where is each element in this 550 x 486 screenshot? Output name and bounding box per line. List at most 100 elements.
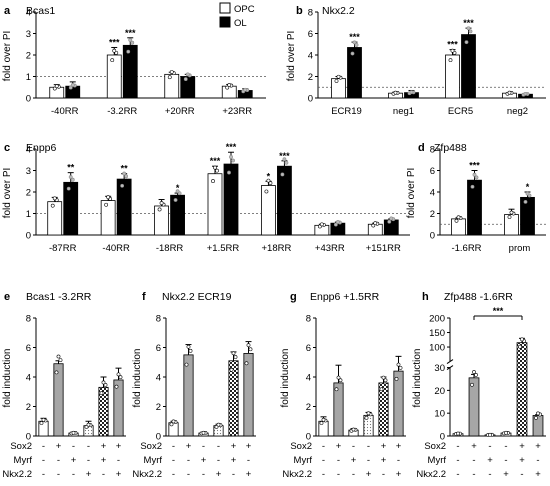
y-tick-label: 0 [26,231,31,242]
data-point [213,165,217,170]
data-point [246,343,251,348]
category-label: -1.6RR [451,243,481,254]
condition-sign: + [186,441,192,452]
data-point [216,422,221,427]
condition-label: Myrf [144,455,163,466]
condition-sign: + [471,441,477,452]
data-point [470,184,475,189]
category-label: -87RR [49,243,77,254]
category-label: +1.5RR [207,243,240,254]
y-tick-label: 8 [308,8,313,19]
significance-marker: *** [349,32,360,42]
data-point [41,417,46,422]
bar [468,377,480,437]
y-axis-label: fold induction [2,349,13,408]
category-label: +151RR [366,243,401,254]
data-point [243,87,248,92]
data-point [364,415,369,420]
significance-marker: *** [210,156,221,166]
significance-marker: ** [121,164,129,174]
panel-letter: c [4,142,10,154]
data-point [450,48,455,53]
category-label: -40RR [102,243,130,254]
condition-sign: + [336,441,342,452]
legend-label-ol: OL [234,18,247,29]
condition-label: Nkx2.2 [282,469,312,480]
axis-break-mark [446,359,454,364]
panel-letter: a [4,5,11,17]
panel-b: b Nkx2.2 fold over PI 0 2 4 6 8 ECR19 *** neg1 ECR5… [286,5,546,117]
category-label: ECR5 [448,106,473,117]
data-point [211,179,215,183]
data-point [124,174,129,179]
condition-sign: - [187,455,190,466]
y-tick-label: 10 [434,409,445,420]
data-point [188,348,193,353]
bar [516,342,528,437]
y-tick-label: 2 [26,402,31,413]
y-tick-label: 2 [26,188,31,199]
condition-sign: + [396,469,402,480]
bar-opc [106,54,122,99]
category-label: -3.2RR [107,106,137,117]
legend-swatch-opc [219,2,231,14]
data-point [456,431,460,436]
data-point [338,378,343,383]
bar [53,363,64,437]
condition-sign: - [172,441,175,452]
data-point [383,378,388,383]
data-point [68,85,73,90]
condition-label: Nkx2.2 [416,469,446,480]
condition-sign: + [396,441,402,452]
bar-ol [277,165,292,236]
y-tick-label: 6 [308,29,313,40]
panel-letter: f [142,291,146,303]
condition-sign: - [367,455,370,466]
bar-ol [122,44,138,99]
condition-sign: - [520,469,523,480]
y-tick-label: 4 [26,145,31,156]
bar-opc [261,185,276,236]
significance-marker: *** [109,37,120,47]
y-tick-label: 4 [156,373,161,384]
bar-ol [383,219,399,236]
bar-opc [47,201,63,236]
significance-marker: * [526,182,530,192]
y-tick-label: 2 [430,209,435,220]
bar-opc [367,223,383,236]
y-tick-label: 3 [26,166,31,177]
condition-sign: + [231,441,237,452]
y-tick-label: 2 [156,402,161,413]
data-point [470,382,474,387]
significance-marker: * [267,171,271,181]
data-point [50,203,55,208]
condition-sign: + [381,455,387,466]
data-point [116,372,121,377]
bar-ol [63,181,79,236]
data-point [130,40,135,45]
data-point [381,375,386,380]
data-point [103,382,108,387]
panel-title: Enpp6 [26,142,57,154]
condition-sign: - [42,455,45,466]
bar-ol [330,222,346,236]
y-axis-label: fold induction [280,349,291,408]
bar [333,382,344,437]
condition-sign: - [322,469,325,480]
significance-marker: *** [463,18,474,28]
panel-d: d Zfp488 fold over PI 0 2 4 6 8 -1.6RR *** prom * [406,142,546,254]
panel-a: a Bcas1 fold over PI 0 1 2 3 4 -40RR -3.2RR *** ***… [2,5,266,117]
y-tick-label: 4 [26,373,31,384]
condition-sign: + [101,455,107,466]
condition-sign: - [57,455,60,466]
data-point [231,351,236,356]
y-tick-label: 0 [26,94,31,105]
data-point [448,58,453,63]
significance-marker: *** [469,161,480,171]
data-point [504,430,508,435]
bar [378,382,389,437]
condition-sign: - [57,469,60,480]
bar-ol [467,179,482,236]
data-point [231,158,235,163]
data-point [157,207,162,212]
